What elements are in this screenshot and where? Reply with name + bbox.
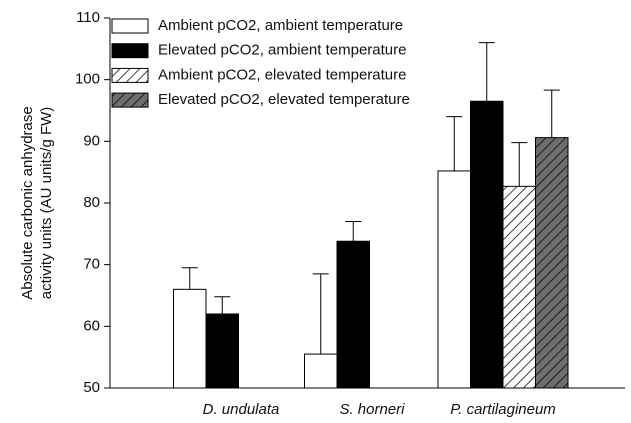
bar (173, 288, 207, 389)
y-tick-label: 60 (83, 317, 100, 334)
x-tick-label: D. undulata (203, 401, 280, 418)
legend-swatch (111, 67, 149, 83)
bar (205, 313, 239, 389)
y-tick-label: 50 (83, 379, 100, 396)
legend-label: Elevated pCO2, elevated temperature (158, 91, 410, 108)
bar (437, 170, 471, 389)
y-tick-label: 70 (83, 256, 100, 273)
legend-label: Ambient pCO2, ambient temperature (158, 17, 403, 34)
y-tick-label: 100 (75, 71, 100, 88)
bar (336, 240, 370, 389)
x-tick-label: S. horneri (339, 401, 405, 418)
y-tick-label: 80 (83, 194, 100, 211)
y-axis-label-line: activity units (AU units/g FW) (38, 107, 55, 300)
legend-swatch (111, 92, 149, 108)
bar (470, 100, 504, 389)
bar (502, 185, 536, 389)
y-tick-label: 90 (83, 132, 100, 149)
y-tick-label: 110 (76, 9, 100, 26)
y-axis-label: Absolute carbonic anhydrase activity uni… (19, 106, 55, 299)
legend-label: Elevated pCO2, ambient temperature (158, 42, 406, 59)
x-tick-label: P. cartilagineum (450, 401, 556, 418)
bar (304, 353, 338, 389)
legend-label: Ambient pCO2, elevated temperature (158, 66, 406, 83)
legend-swatch (111, 43, 149, 59)
bar (535, 137, 569, 389)
y-axis-label-line: Absolute carbonic anhydrase (19, 106, 36, 299)
legend-swatch (111, 18, 149, 34)
